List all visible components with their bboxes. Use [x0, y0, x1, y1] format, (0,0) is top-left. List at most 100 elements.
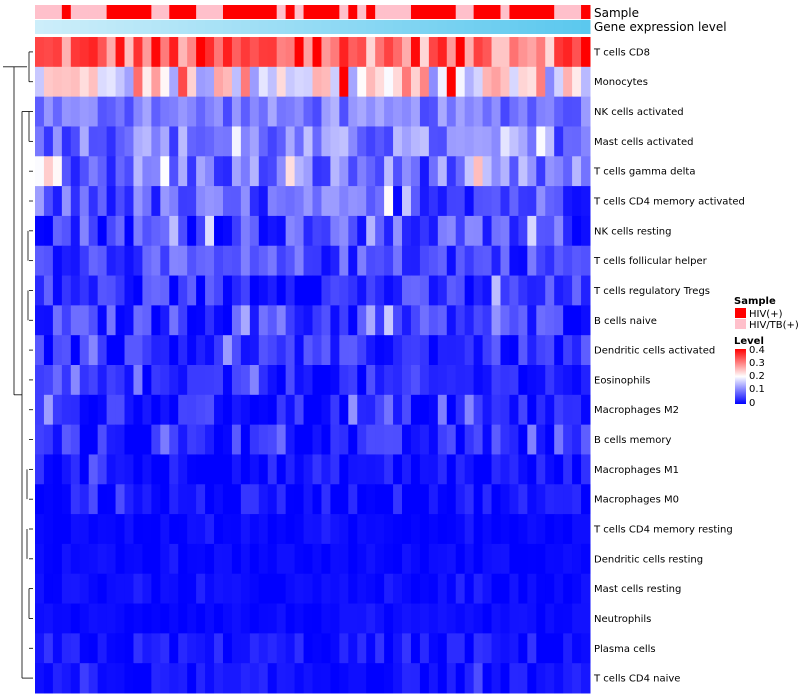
heatmap-cell — [473, 424, 484, 455]
heatmap-cell — [527, 186, 537, 217]
heatmap-cell — [393, 156, 403, 187]
heatmap-cell — [554, 186, 564, 217]
heatmap-cell — [124, 96, 134, 127]
heatmap-cell — [97, 186, 108, 217]
sample-annotation-cell — [393, 5, 403, 19]
heatmap-cell — [303, 603, 313, 634]
heatmap-cell — [491, 603, 501, 634]
heatmap-cell — [330, 37, 340, 68]
heatmap-cell — [70, 454, 81, 485]
heatmap-cell — [142, 215, 152, 247]
heatmap-cell — [518, 37, 528, 68]
heatmap-cell — [240, 484, 251, 515]
heatmap-cell — [357, 484, 367, 515]
sample-annotation-cell — [97, 5, 108, 19]
heatmap-cell — [115, 37, 126, 68]
heatmap-cell — [455, 215, 466, 247]
expression-annotation-cell — [384, 20, 394, 34]
heatmap-cell — [536, 126, 546, 157]
heatmap-cell — [205, 365, 215, 396]
heatmap-cell — [124, 633, 134, 664]
heatmap-cell — [321, 66, 331, 98]
heatmap-cell — [446, 663, 457, 694]
heatmap-cell — [464, 96, 475, 127]
heatmap-cell — [572, 305, 582, 336]
heatmap-cell — [142, 663, 152, 694]
sample-annotation-cell — [231, 5, 242, 19]
heatmap-cell — [231, 454, 242, 485]
heatmap-cell — [133, 543, 143, 575]
expression-annotation-cell — [321, 20, 331, 34]
heatmap-cell — [384, 66, 394, 98]
heatmap-cell — [249, 633, 260, 664]
heatmap-cell — [375, 215, 385, 247]
heatmap-cell — [527, 305, 537, 336]
heatmap-cell — [572, 66, 582, 98]
sample-annotation-cell — [312, 5, 322, 19]
heatmap-cell — [70, 394, 81, 426]
heatmap-cell — [187, 633, 197, 664]
heatmap-cell — [393, 215, 403, 247]
heatmap-cell — [106, 275, 117, 306]
heatmap-cell — [536, 66, 546, 98]
heatmap-cell — [106, 305, 117, 336]
heatmap-cell — [428, 186, 439, 217]
heatmap-cell — [61, 156, 72, 187]
expression-annotation-cell — [97, 20, 108, 34]
heatmap-cell — [214, 543, 224, 575]
heatmap-cell — [160, 543, 170, 575]
heatmap-cell — [554, 305, 564, 336]
heatmap-cell — [375, 424, 385, 455]
heatmap-cell — [375, 335, 385, 366]
heatmap-cell — [330, 66, 340, 98]
heatmap-cell — [554, 573, 564, 605]
heatmap-cell — [330, 215, 340, 247]
heatmap-cell — [231, 543, 242, 575]
sample-annotation-cell — [222, 5, 233, 19]
heatmap-cell — [518, 663, 528, 694]
heatmap-cell — [491, 156, 501, 187]
heatmap-cell — [482, 573, 493, 605]
heatmap-cell — [267, 484, 278, 515]
heatmap-cell — [563, 96, 573, 127]
heatmap-cell — [35, 305, 45, 336]
heatmap-cell — [491, 186, 501, 217]
heatmap-cell — [151, 186, 161, 217]
heatmap-cell — [545, 484, 555, 515]
sample-annotation-cell — [509, 5, 519, 19]
heatmap-cell — [428, 126, 439, 157]
heatmap-cell — [79, 335, 90, 366]
heatmap-cell — [267, 365, 278, 396]
heatmap-cell — [61, 37, 72, 68]
heatmap-cell — [124, 573, 134, 605]
heatmap-cell — [536, 573, 546, 605]
sample-annotation-cell — [294, 5, 305, 19]
expression-annotation-cell — [482, 20, 493, 34]
heatmap-cell — [285, 156, 296, 187]
heatmap-cell — [142, 96, 152, 127]
heatmap-cell — [79, 275, 90, 306]
heatmap-cell — [375, 573, 385, 605]
heatmap-cell — [70, 156, 81, 187]
sample-annotation-cell — [464, 5, 475, 19]
heatmap-cell — [321, 484, 331, 515]
heatmap-cell — [285, 96, 296, 127]
heatmap-cell — [339, 663, 349, 694]
heatmap-cell — [482, 156, 493, 187]
heatmap-cell — [518, 424, 528, 455]
heatmap-cell — [169, 126, 179, 157]
heatmap-cell — [294, 633, 305, 664]
expression-annotation-cell — [393, 20, 403, 34]
heatmap-cell — [303, 275, 313, 306]
heatmap-cell — [581, 275, 591, 306]
heatmap-cell — [509, 215, 519, 247]
heatmap-cell — [581, 156, 591, 187]
heatmap-cell — [97, 454, 108, 485]
heatmap-cell — [464, 514, 475, 545]
heatmap-cell — [214, 663, 224, 694]
heatmap-cell — [410, 484, 421, 515]
heatmap-cell — [178, 573, 188, 605]
heatmap-cell — [437, 663, 448, 694]
heatmap-cell — [133, 215, 143, 247]
heatmap-cell — [384, 96, 394, 127]
